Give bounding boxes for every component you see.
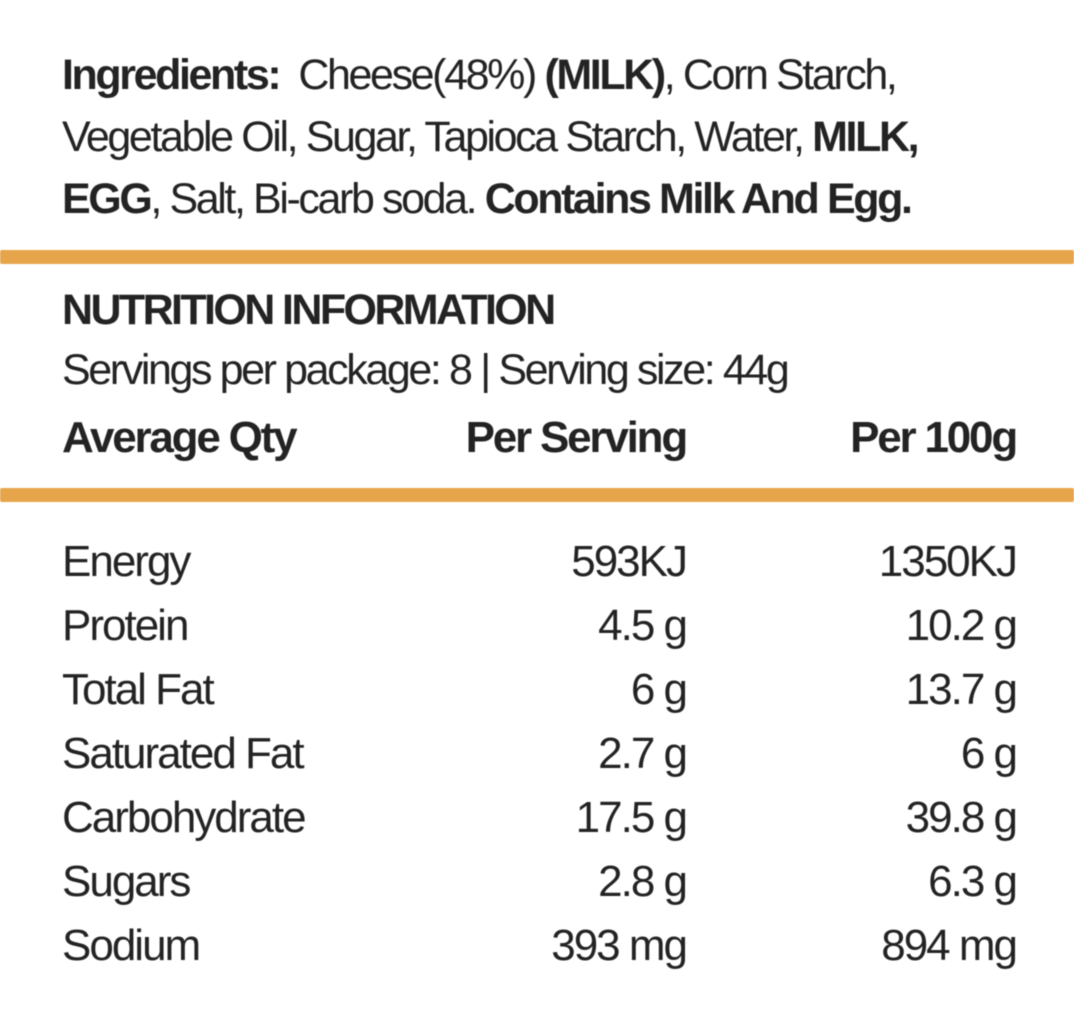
nutrition-table-body: Energy 593KJ 1350KJ Protein 4.5 g 10.2 g Total… — [62, 530, 1018, 978]
row-label: Carbohydrate — [62, 793, 307, 842]
nutrition-title: NUTRITION INFORMATION — [62, 286, 556, 334]
table-row: Sodium 393 mg 894 mg — [62, 914, 1018, 978]
divider-header — [0, 488, 1074, 502]
ingredient-segment: Vegetable Oil, Sugar, Tapioca Starch, Wa… — [62, 113, 813, 161]
table-row: Protein 4.5 g 10.2 g — [62, 594, 1018, 658]
ingredient-bold-segment: EGG — [62, 175, 153, 223]
row-label: Total Fat — [62, 665, 215, 714]
ingredients-line: EGG, Salt, Bi-carb soda. Contains Milk A… — [62, 168, 1016, 230]
ingredient-segment: Cheese(48%) — [288, 51, 545, 99]
row-per-serving: 17.5 g — [575, 793, 688, 842]
servings-line: Servings per package: 8 | Serving size: … — [62, 346, 790, 394]
row-label: Protein — [62, 601, 189, 650]
table-row: Energy 593KJ 1350KJ — [62, 530, 1018, 594]
row-per-100g: 10.2 g — [905, 601, 1018, 650]
header-per-serving: Per Serving — [465, 413, 689, 462]
row-per-serving: 593KJ — [571, 537, 688, 586]
row-per-100g: 6.3 g — [928, 857, 1018, 906]
table-row: Total Fat 6 g 13.7 g — [62, 658, 1018, 722]
ingredients-line: Vegetable Oil, Sugar, Tapioca Starch, Wa… — [62, 106, 1016, 168]
ingredient-bold-segment: Contains Milk And Egg. — [484, 175, 913, 223]
row-label: Energy — [62, 537, 191, 586]
row-label: Saturated Fat — [62, 729, 305, 778]
row-per-serving: 393 mg — [551, 921, 688, 970]
table-row: Saturated Fat 2.7 g 6 g — [62, 722, 1018, 786]
row-per-serving: 2.8 g — [598, 857, 688, 906]
ingredient-bold-segment: (MILK) — [544, 51, 666, 99]
row-label: Sugars — [62, 857, 191, 906]
row-per-serving: 4.5 g — [598, 601, 688, 650]
row-per-100g: 13.7 g — [905, 665, 1018, 714]
row-label: Sodium — [62, 921, 201, 970]
table-header-row: Average Qty Per Serving Per 100g — [62, 412, 1018, 464]
ingredient-segment: , Salt, Bi-carb soda. — [150, 175, 485, 223]
header-average-qty: Average Qty — [62, 413, 298, 462]
ingredient-segment: , Corn Starch, — [663, 51, 898, 99]
row-per-serving: 2.7 g — [598, 729, 688, 778]
row-per-serving: 6 g — [630, 665, 688, 714]
row-per-100g: 6 g — [960, 729, 1018, 778]
ingredients-line: Ingredients: Cheese(48%) (MILK), Corn St… — [62, 44, 1016, 106]
ingredients-paragraph: Ingredients: Cheese(48%) (MILK), Corn St… — [62, 44, 1016, 230]
row-per-100g: 894 mg — [881, 921, 1018, 970]
row-per-100g: 39.8 g — [905, 793, 1018, 842]
ingredient-bold-segment: MILK, — [812, 113, 919, 161]
header-per-100g: Per 100g — [850, 413, 1018, 462]
row-per-100g: 1350KJ — [878, 537, 1018, 586]
ingredient-bold-segment: Ingredients: — [62, 51, 289, 99]
divider-ingredients — [0, 250, 1074, 264]
table-row: Sugars 2.8 g 6.3 g — [62, 850, 1018, 914]
table-row: Carbohydrate 17.5 g 39.8 g — [62, 786, 1018, 850]
